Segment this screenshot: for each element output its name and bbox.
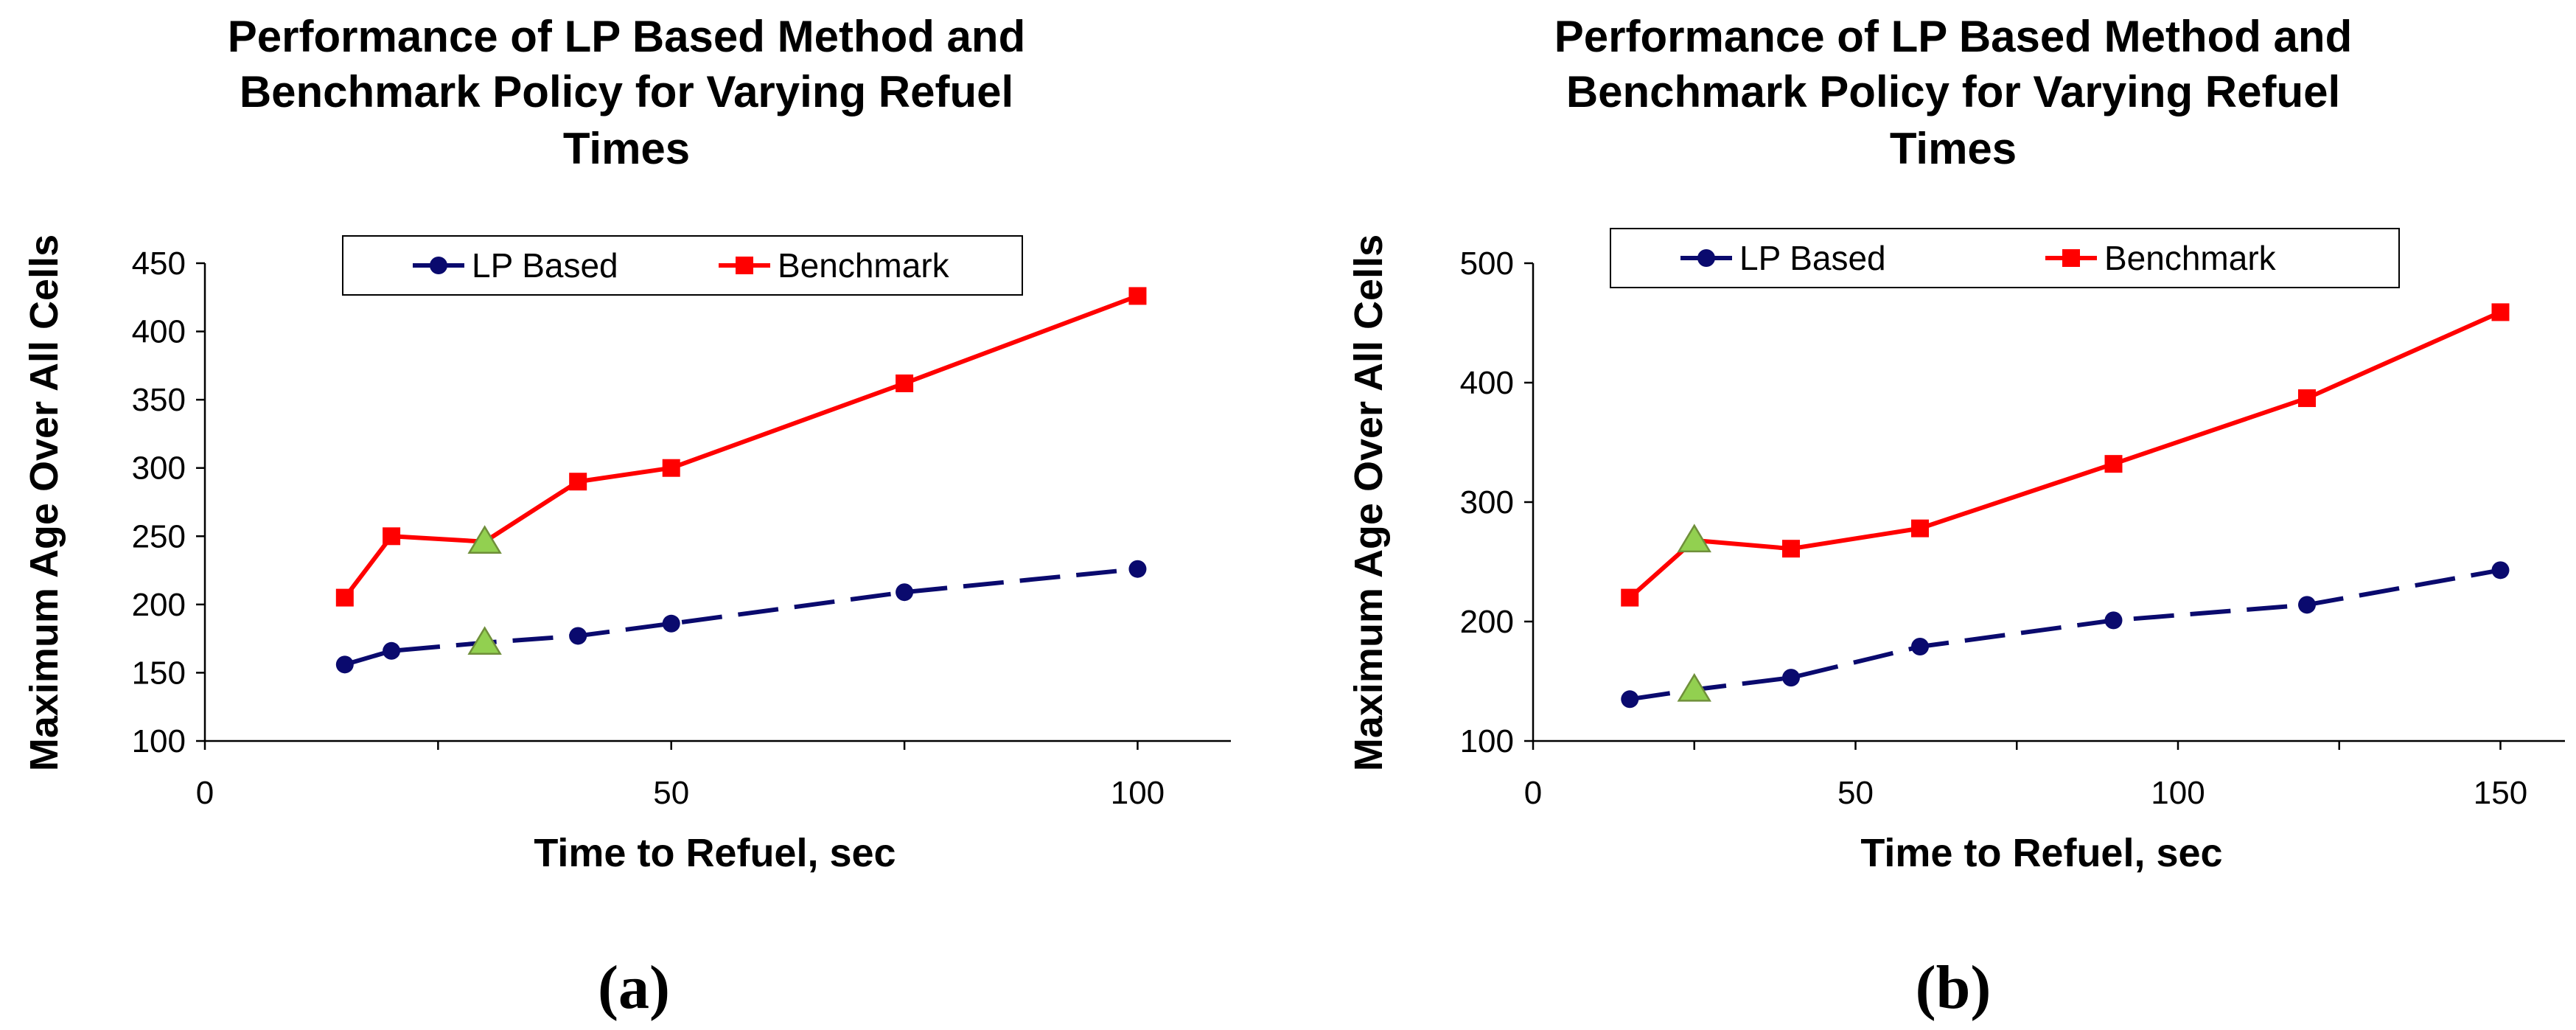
series-line [1628, 310, 2502, 599]
y-axis-label: Maximum Age Over All Cells [1347, 234, 1391, 771]
data-point-circle [1128, 560, 1147, 578]
chart-b: Performance of LP Based Method and Benchm… [1347, 12, 2565, 1022]
legend-label-lp-based: LP Based [472, 246, 618, 285]
y-tick-label: 450 [132, 246, 186, 282]
data-point-circle [569, 627, 587, 645]
data-point-square [1128, 287, 1147, 305]
x-tick-label: 150 [2474, 775, 2527, 811]
data-point-square [2104, 455, 2123, 473]
x-tick-label: 50 [653, 775, 689, 811]
legend-label-benchmark: Benchmark [778, 246, 950, 285]
x-tick-label: 0 [196, 775, 214, 811]
y-axis-label: Maximum Age Over All Cells [22, 234, 66, 771]
series-lp-based [1621, 561, 2510, 709]
x-tick-label: 100 [1111, 775, 1165, 811]
series-benchmark [335, 287, 1147, 607]
chart-title-line: Times [563, 124, 690, 173]
chart-title-line: Benchmark Policy for Varying Refuel [1566, 67, 2340, 116]
panel-caption: (b) [1916, 953, 1992, 1022]
data-point-circle [896, 583, 914, 602]
data-point-circle [1621, 690, 1639, 709]
data-point-circle [1911, 638, 1929, 656]
highlight-triangle-marker [467, 626, 502, 655]
y-tick-label: 500 [1460, 246, 1514, 282]
y-tick-label: 250 [132, 518, 186, 554]
highlight-triangle-marker [1677, 672, 1711, 702]
legend: LP Based Benchmark [1610, 228, 2400, 288]
x-axis-label: Time to Refuel, sec [534, 831, 896, 875]
data-point-circle [662, 614, 680, 633]
series-line [343, 293, 1139, 599]
x-tick-label: 100 [2151, 775, 2205, 811]
x-axis-label: Time to Refuel, sec [1860, 831, 2222, 875]
chart-title-line: Benchmark Policy for Varying Refuel [240, 67, 1013, 116]
y-tick-label: 400 [1460, 365, 1514, 401]
chart-title-line: Performance of LP Based Method and [228, 12, 1025, 61]
highlight-triangle-marker [1677, 523, 1711, 553]
y-tick-label: 100 [1460, 723, 1514, 759]
series-line [343, 566, 1138, 667]
data-point-circle [1782, 669, 1800, 687]
legend-label-benchmark: Benchmark [2104, 239, 2277, 277]
data-point-circle [2298, 596, 2316, 614]
data-point-circle [2104, 611, 2123, 630]
legend-label-lp-based: LP Based [1739, 239, 1886, 277]
data-point-square [1911, 519, 1929, 537]
data-point-square [896, 374, 914, 392]
panel-caption: (a) [598, 953, 670, 1022]
chart-title-line: Times [1890, 124, 2017, 173]
data-point-circle [2491, 561, 2510, 580]
data-point-circle [335, 655, 354, 674]
data-point-square [662, 459, 680, 477]
x-tick-label: 0 [1524, 775, 1542, 811]
y-tick-label: 100 [132, 723, 186, 759]
series-line [1629, 568, 2502, 702]
chart-a: Performance of LP Based Method and Benchm… [22, 12, 1231, 1022]
y-tick-label: 300 [1460, 484, 1514, 521]
legend-marker-lp-based [430, 257, 447, 274]
legend-marker-benchmark [736, 257, 753, 274]
data-point-square [2298, 389, 2316, 408]
y-tick-label: 200 [132, 587, 186, 623]
data-point-square [2491, 303, 2510, 321]
data-point-square [383, 527, 401, 546]
data-point-square [1782, 540, 1800, 558]
legend-marker-benchmark [2062, 249, 2080, 267]
data-point-square [569, 473, 587, 491]
series-lp-based [335, 560, 1147, 674]
x-tick-label: 50 [1837, 775, 1874, 811]
y-tick-label: 350 [132, 382, 186, 418]
y-tick-label: 150 [132, 655, 186, 691]
highlight-triangle-marker [467, 525, 502, 554]
data-point-square [335, 588, 354, 607]
y-tick-label: 400 [132, 314, 186, 350]
data-point-square [1621, 588, 1639, 607]
y-tick-label: 200 [1460, 604, 1514, 640]
legend-box [1610, 228, 2400, 288]
series-benchmark [1621, 303, 2510, 607]
chart-title-line: Performance of LP Based Method and [1554, 12, 2352, 61]
legend-marker-lp-based [1697, 249, 1715, 267]
y-tick-label: 300 [132, 450, 186, 487]
data-point-circle [383, 641, 401, 660]
legend: LP Based Benchmark [342, 235, 1023, 296]
